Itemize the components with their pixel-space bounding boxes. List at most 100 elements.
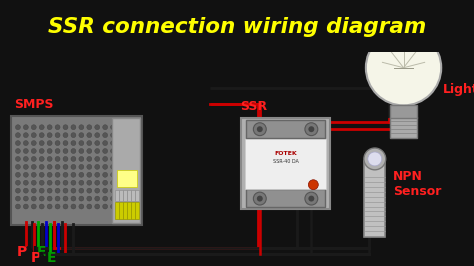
Circle shape (305, 123, 318, 136)
Text: E: E (47, 251, 56, 265)
Circle shape (39, 188, 44, 193)
Circle shape (103, 188, 108, 193)
Circle shape (79, 164, 84, 169)
Circle shape (87, 133, 92, 138)
Circle shape (63, 164, 68, 169)
Circle shape (31, 125, 36, 130)
Circle shape (103, 133, 108, 138)
Circle shape (71, 188, 76, 193)
Circle shape (87, 125, 92, 130)
Circle shape (110, 188, 116, 193)
Circle shape (87, 172, 92, 177)
Circle shape (95, 125, 100, 130)
Circle shape (39, 133, 44, 138)
Circle shape (39, 196, 44, 201)
Circle shape (110, 125, 116, 130)
FancyBboxPatch shape (115, 202, 119, 219)
FancyBboxPatch shape (391, 105, 417, 118)
Circle shape (110, 141, 116, 146)
Circle shape (71, 141, 76, 146)
Text: FOTEK: FOTEK (274, 151, 297, 156)
FancyBboxPatch shape (246, 189, 325, 207)
Circle shape (79, 133, 84, 138)
Circle shape (71, 156, 76, 161)
Circle shape (16, 180, 20, 185)
Circle shape (110, 164, 116, 169)
Circle shape (87, 141, 92, 146)
Circle shape (39, 172, 44, 177)
Text: NPN: NPN (392, 170, 422, 183)
FancyBboxPatch shape (123, 202, 127, 219)
Circle shape (23, 164, 28, 169)
Circle shape (305, 192, 318, 205)
Circle shape (79, 188, 84, 193)
FancyBboxPatch shape (135, 202, 139, 219)
FancyBboxPatch shape (115, 190, 118, 201)
Circle shape (87, 180, 92, 185)
Circle shape (16, 133, 20, 138)
Circle shape (23, 141, 28, 146)
Circle shape (31, 204, 36, 209)
Circle shape (23, 188, 28, 193)
Circle shape (23, 125, 28, 130)
Circle shape (103, 148, 108, 153)
Circle shape (31, 164, 36, 169)
Circle shape (31, 156, 36, 161)
Circle shape (55, 180, 60, 185)
Circle shape (16, 141, 20, 146)
Circle shape (47, 188, 52, 193)
Circle shape (63, 148, 68, 153)
Circle shape (364, 148, 386, 170)
FancyBboxPatch shape (365, 161, 385, 237)
Circle shape (254, 192, 266, 205)
Circle shape (110, 156, 116, 161)
Circle shape (16, 125, 20, 130)
Circle shape (23, 204, 28, 209)
Circle shape (39, 141, 44, 146)
Text: SSR connection wiring diagram: SSR connection wiring diagram (48, 17, 426, 37)
FancyBboxPatch shape (117, 170, 137, 187)
Text: P: P (198, 93, 210, 109)
Circle shape (31, 133, 36, 138)
Circle shape (63, 141, 68, 146)
Circle shape (79, 204, 84, 209)
Circle shape (103, 141, 108, 146)
Circle shape (23, 133, 28, 138)
Circle shape (79, 196, 84, 201)
Circle shape (31, 141, 36, 146)
Circle shape (39, 148, 44, 153)
Circle shape (63, 125, 68, 130)
FancyBboxPatch shape (135, 190, 139, 201)
Circle shape (309, 126, 314, 132)
Circle shape (79, 180, 84, 185)
Text: P: P (31, 251, 41, 265)
Circle shape (63, 204, 68, 209)
Circle shape (47, 133, 52, 138)
FancyBboxPatch shape (119, 202, 123, 219)
Circle shape (55, 133, 60, 138)
Circle shape (16, 204, 20, 209)
Circle shape (63, 188, 68, 193)
Circle shape (55, 196, 60, 201)
Circle shape (47, 141, 52, 146)
Circle shape (63, 133, 68, 138)
Circle shape (110, 172, 116, 177)
Circle shape (31, 180, 36, 185)
Circle shape (47, 204, 52, 209)
Circle shape (309, 180, 318, 190)
Circle shape (110, 133, 116, 138)
Circle shape (95, 133, 100, 138)
FancyBboxPatch shape (11, 116, 142, 225)
Circle shape (257, 126, 263, 132)
Circle shape (87, 204, 92, 209)
Text: SSR: SSR (240, 100, 267, 113)
Circle shape (79, 148, 84, 153)
Circle shape (23, 172, 28, 177)
Circle shape (23, 156, 28, 161)
FancyBboxPatch shape (123, 190, 127, 201)
Circle shape (39, 204, 44, 209)
Circle shape (31, 148, 36, 153)
Text: Light: Light (443, 83, 474, 96)
FancyBboxPatch shape (246, 120, 325, 138)
Circle shape (71, 172, 76, 177)
